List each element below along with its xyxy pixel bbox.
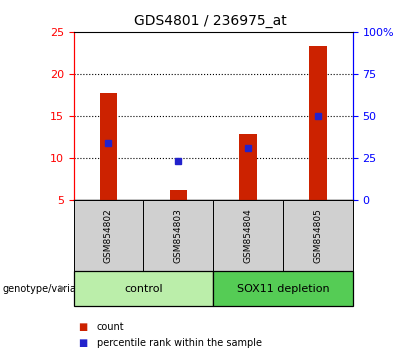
Bar bbox=[100, 93, 117, 200]
Text: ■: ■ bbox=[78, 322, 87, 332]
Text: ■: ■ bbox=[78, 338, 87, 348]
Text: control: control bbox=[124, 284, 163, 293]
Bar bbox=[170, 190, 187, 200]
Text: GDS4801 / 236975_at: GDS4801 / 236975_at bbox=[134, 14, 286, 28]
Text: GSM854802: GSM854802 bbox=[104, 208, 113, 263]
Text: SOX11 depletion: SOX11 depletion bbox=[236, 284, 329, 293]
Text: GSM854804: GSM854804 bbox=[244, 208, 252, 263]
Text: genotype/variation: genotype/variation bbox=[2, 284, 95, 293]
Text: percentile rank within the sample: percentile rank within the sample bbox=[97, 338, 262, 348]
Text: GSM854805: GSM854805 bbox=[313, 208, 323, 263]
Text: GSM854803: GSM854803 bbox=[174, 208, 183, 263]
Bar bbox=[309, 46, 327, 200]
Text: count: count bbox=[97, 322, 124, 332]
Bar bbox=[239, 133, 257, 200]
